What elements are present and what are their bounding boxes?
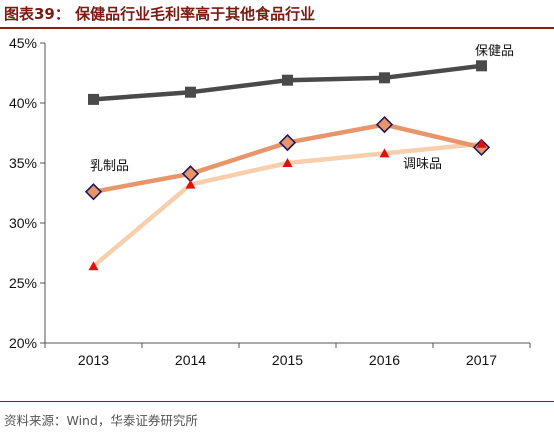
data-point-diamond [181,165,200,183]
data-point-triangle [476,138,487,148]
data-point-diamond [84,183,103,201]
y-tick-label: 40% [9,95,37,111]
figure-title: 图表39： 保健品行业毛利率高于其他食品行业 [4,5,316,23]
data-point-square [282,74,293,86]
series-label: 乳制品 [90,159,129,174]
series-label: 保健品 [475,44,514,59]
x-tick-label: 2016 [369,352,400,368]
bottom-rule [0,401,554,402]
data-point-triangle [88,261,99,271]
y-tick-label: 20% [9,335,37,351]
data-point-square [185,86,196,98]
line-chart: 20% 25% 30% 35% 40% 45% 2013 2014 2015 2016 2017 保… [9,35,531,368]
data-point-square [88,93,99,105]
data-point-square [379,72,390,84]
source-note: 资料来源：Wind，华泰证券研究所 [4,413,198,428]
y-tick-label: 30% [9,215,37,231]
data-point-diamond [375,115,394,134]
x-tick-label: 2015 [272,352,303,368]
title-rule [0,27,554,29]
data-point-square [476,60,487,72]
x-tick-label: 2013 [78,352,109,368]
data-point-triangle [379,148,390,158]
y-tick-label: 45% [9,35,37,51]
data-point-triangle [185,179,196,189]
data-point-diamond [278,133,297,152]
data-point-triangle [282,158,293,167]
chart-series-markers [84,60,491,271]
x-tick-label: 2017 [466,352,497,368]
chart-axes: 20% 25% 30% 35% 40% 45% 2013 2014 2015 2016 2017 [9,35,531,368]
y-tick-label: 35% [9,155,37,171]
series-label: 调味品 [403,157,442,172]
x-tick-label: 2014 [175,352,206,368]
y-tick-label: 25% [9,275,37,291]
